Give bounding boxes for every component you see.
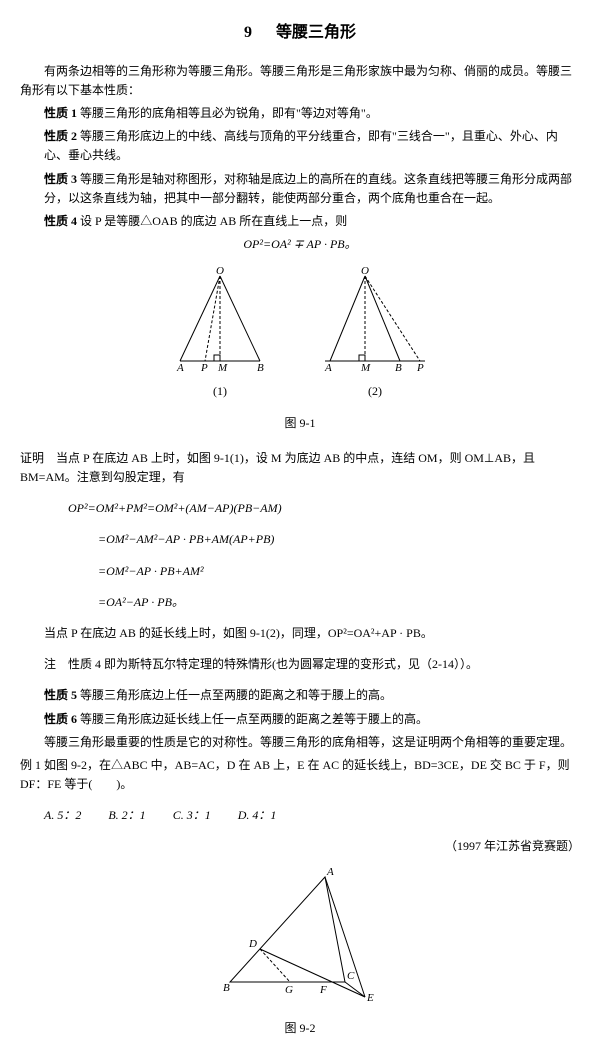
example-1: 例 1 如图 9-2，在△ABC 中，AB=AC，D 在 AB 上，E 在 AC… [20, 756, 580, 794]
fig1-1-B: B [257, 362, 264, 374]
proof-lead: 证明 [20, 451, 44, 465]
fig2-F: F [319, 984, 327, 996]
property-2-label: 性质 2 [44, 129, 77, 143]
opt-a: A. 5：2 [44, 808, 81, 822]
property-5-label: 性质 5 [44, 688, 77, 702]
fig1-2-P: P [416, 362, 424, 374]
formula-1: OP²=OA² ∓ AP · PB。 [20, 235, 580, 254]
note-line: 注 性质 4 即为斯特瓦尔特定理的特殊情形(也为圆幂定理的变形式，见（2-14）… [44, 655, 580, 674]
fig1-1-M: M [217, 362, 228, 374]
eq4: =OA²−AP · PB。 [98, 593, 580, 612]
figure-9-1: O A P M B (1) O A M B P (2) [20, 266, 580, 401]
property-2: 性质 2 等腰三角形底边上的中线、高线与顶角的平分线重合，即有"三线合一"，且重… [44, 127, 580, 165]
eq2: =OM²−AM²−AP · PB+AM(AP+PB) [98, 530, 580, 549]
figure-9-2: A B C D E F G [20, 867, 580, 1007]
property-4: 性质 4 设 P 是等腰△OAB 的底边 AB 所在直线上一点，则 [44, 212, 580, 231]
eq3: =OM²−AP · PB+AM² [98, 562, 580, 581]
fig2-caption: 图 9-2 [20, 1019, 580, 1038]
property-3-text: 等腰三角形是轴对称图形，对称轴是底边上的高所在的直线。这条直线把等腰三角形分成两… [44, 172, 572, 205]
property-6-label: 性质 6 [44, 712, 77, 726]
eq1: OP²=OM²+PM²=OM²+(AM−AP)(PB−AM) [68, 499, 580, 518]
fig2-A: A [326, 867, 334, 878]
source: （1997 年江苏省竞赛题） [20, 837, 580, 856]
ex-label: 例 1 [20, 758, 41, 772]
fig2-G: G [285, 984, 293, 996]
opt-d: D. 4：1 [238, 808, 277, 822]
property-3-label: 性质 3 [44, 172, 77, 186]
property-4-text: 设 P 是等腰△OAB 的底边 AB 所在直线上一点，则 [80, 214, 347, 228]
property-5-text: 等腰三角形底边上任一点至两腰的距离之和等于腰上的高。 [80, 688, 392, 702]
proof-line2: 当点 P 在底边 AB 的延长线上时，如图 9-1(2)，同理，OP²=OA²+… [44, 624, 580, 643]
fig2-B: B [223, 982, 230, 994]
options: A. 5：2 B. 2：1 C. 3：1 D. 4：1 [44, 806, 580, 825]
intro-para: 有两条边相等的三角形称为等腰三角形。等腰三角形是三角形家族中最为匀称、俏丽的成员… [20, 62, 580, 100]
property-1-text: 等腰三角形的底角相等且必为锐角，即有"等边对等角"。 [80, 106, 378, 120]
property-2-text: 等腰三角形底边上的中线、高线与顶角的平分线重合，即有"三线合一"，且重心、外心、… [44, 129, 558, 162]
fig1-sub1: (1) [165, 382, 275, 401]
figure-9-1-1: O A P M B (1) [165, 266, 275, 401]
fig2-E: E [366, 992, 374, 1004]
proof-line1: 当点 P 在底边 AB 上时，如图 9-1(1)，设 M 为底边 AB 的中点，… [20, 451, 535, 484]
chapter-title: 9 等腰三角形 [20, 20, 580, 46]
property-3: 性质 3 等腰三角形是轴对称图形，对称轴是底边上的高所在的直线。这条直线把等腰三… [44, 170, 580, 208]
fig1-2-A: A [324, 362, 332, 374]
property-5: 性质 5 等腰三角形底边上任一点至两腰的距离之和等于腰上的高。 [44, 686, 580, 705]
chapter-title-text: 等腰三角形 [276, 24, 356, 41]
fig1-2-M: M [360, 362, 371, 374]
property-1-label: 性质 1 [44, 106, 77, 120]
property-1: 性质 1 等腰三角形的底角相等且必为锐角，即有"等边对等角"。 [44, 104, 580, 123]
opt-b: B. 2：1 [108, 808, 145, 822]
fig1-2-B: B [395, 362, 402, 374]
ex-text: 如图 9-2，在△ABC 中，AB=AC，D 在 AB 上，E 在 AC 的延长… [20, 758, 570, 791]
figure-9-1-2: O A M B P (2) [315, 266, 435, 401]
proof-block: 证明 当点 P 在底边 AB 上时，如图 9-1(1)，设 M 为底边 AB 的… [20, 449, 580, 487]
fig1-2-O: O [361, 266, 369, 277]
fig2-D: D [248, 938, 257, 950]
property-6: 性质 6 等腰三角形底边延长线上任一点至两腰的距离之差等于腰上的高。 [44, 710, 580, 729]
note2: 等腰三角形最重要的性质是它的对称性。等腰三角形的底角相等，这是证明两个角相等的重… [20, 733, 580, 752]
fig2-C: C [347, 970, 355, 982]
fig1-1-P: P [200, 362, 208, 374]
property-6-text: 等腰三角形底边延长线上任一点至两腰的距离之差等于腰上的高。 [80, 712, 428, 726]
property-4-label: 性质 4 [44, 214, 77, 228]
opt-c: C. 3：1 [173, 808, 211, 822]
fig1-caption: 图 9-1 [20, 414, 580, 433]
fig1-1-A: A [176, 362, 184, 374]
fig1-sub2: (2) [315, 382, 435, 401]
chapter-num: 9 [244, 24, 252, 41]
fig1-1-O: O [216, 266, 224, 277]
